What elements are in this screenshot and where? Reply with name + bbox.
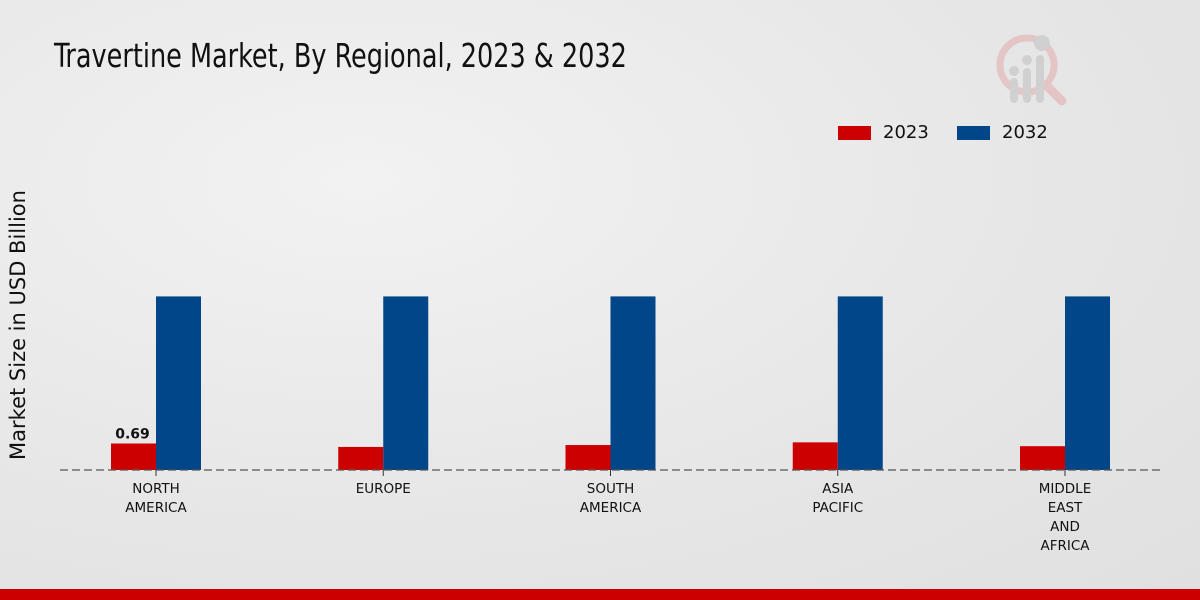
legend-item-2023: 2023 [838, 122, 929, 143]
x-tick-label: MIDDLE EAST AND AFRICA [1039, 481, 1091, 554]
x-tick-label: SOUTH AMERICA [580, 481, 642, 516]
watermark-logo-icon [996, 34, 1067, 106]
bar-2032-middle-east-and-africa [1065, 296, 1110, 470]
chart-title: Travertine Market, By Regional, 2023 & 2… [54, 36, 627, 75]
bar-2023-middle-east-and-africa [1020, 446, 1065, 470]
bar-2023-north-america [111, 443, 156, 470]
x-tick-label: NORTH AMERICA [125, 481, 187, 516]
bar-2023-asia-pacific [792, 442, 838, 470]
bar-2032-south-america [610, 296, 656, 470]
bar-2032-europe [383, 296, 429, 470]
bar-2032-north-america [156, 296, 201, 470]
legend-swatch-2032 [957, 125, 990, 140]
legend-label-2032: 2032 [1002, 122, 1048, 143]
legend-swatch-2023 [838, 125, 871, 140]
data-label: 0.69 [115, 427, 150, 443]
bar-2023-europe [338, 446, 384, 470]
footer-bar [0, 589, 1200, 600]
legend-label-2023: 2023 [883, 122, 929, 143]
legend-item-2032: 2032 [957, 122, 1048, 143]
x-tick-label: ASIA PACIFIC [812, 481, 863, 516]
bar-2023-south-america [565, 445, 611, 470]
x-tick-label: EUROPE [356, 481, 411, 497]
bar-2032-asia-pacific [837, 296, 883, 470]
